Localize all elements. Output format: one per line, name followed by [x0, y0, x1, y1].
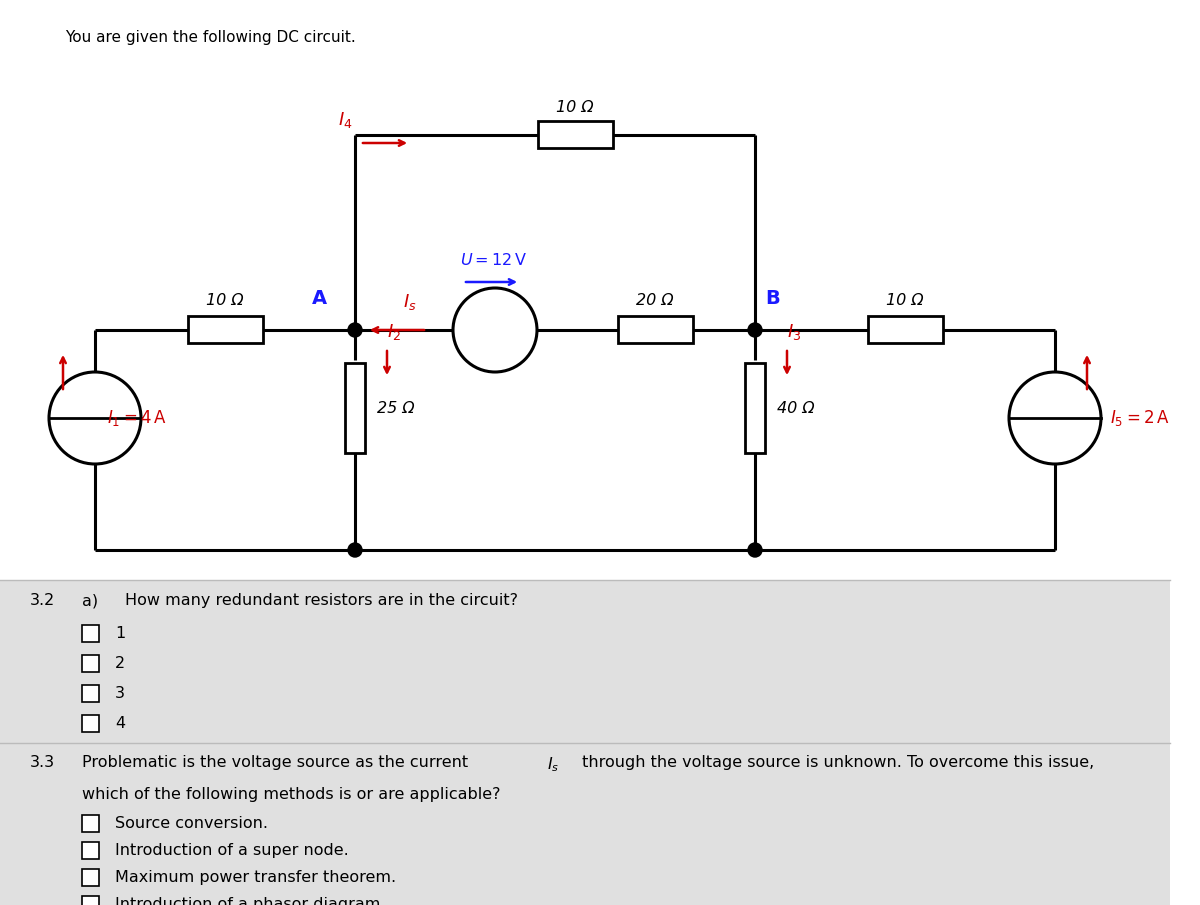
Bar	[82, 684, 98, 701]
Bar	[0, 0, 1170, 580]
Bar	[82, 869, 98, 885]
Bar	[868, 317, 942, 344]
Text: $I_1 = 4\,\mathrm{A}$: $I_1 = 4\,\mathrm{A}$	[107, 408, 167, 428]
Text: 10 Ω: 10 Ω	[556, 100, 594, 115]
Bar	[0, 580, 1170, 905]
Text: $I_3$: $I_3$	[787, 322, 802, 342]
Circle shape	[454, 288, 538, 372]
Text: $I_s$: $I_s$	[403, 292, 418, 312]
Text: Introduction of a phasor diagram.: Introduction of a phasor diagram.	[115, 897, 385, 905]
Text: through the voltage source is unknown. To overcome this issue,: through the voltage source is unknown. T…	[577, 755, 1094, 770]
Circle shape	[748, 323, 762, 337]
Text: 10 Ω: 10 Ω	[886, 293, 924, 308]
Text: Maximum power transfer theorem.: Maximum power transfer theorem.	[115, 870, 396, 884]
Circle shape	[1009, 372, 1102, 464]
Text: Source conversion.: Source conversion.	[115, 815, 268, 831]
Text: $U = 12\,\mathrm{V}$: $U = 12\,\mathrm{V}$	[460, 252, 527, 268]
Bar	[82, 624, 98, 642]
Text: 3.3: 3.3	[30, 755, 55, 770]
Bar	[618, 317, 692, 344]
Text: 20 Ω: 20 Ω	[636, 293, 674, 308]
Text: 4: 4	[115, 716, 125, 730]
Text: $I_s$: $I_s$	[547, 755, 559, 774]
Text: A: A	[312, 289, 326, 308]
Bar	[82, 654, 98, 672]
Bar	[745, 363, 766, 453]
Text: which of the following methods is or are applicable?: which of the following methods is or are…	[82, 787, 500, 802]
Bar	[82, 896, 98, 905]
Bar	[187, 317, 263, 344]
Bar	[538, 121, 612, 148]
Text: You are given the following DC circuit.: You are given the following DC circuit.	[65, 30, 355, 45]
Circle shape	[348, 323, 362, 337]
Text: $I_4$: $I_4$	[338, 110, 353, 130]
Text: 10 Ω: 10 Ω	[206, 293, 244, 308]
Text: Problematic is the voltage source as the current: Problematic is the voltage source as the…	[82, 755, 473, 770]
Circle shape	[348, 543, 362, 557]
Text: 3.2: 3.2	[30, 593, 55, 608]
Bar	[82, 814, 98, 832]
Bar	[82, 842, 98, 859]
Text: $I_2$: $I_2$	[386, 322, 401, 342]
Text: a): a)	[82, 593, 98, 608]
Text: B: B	[766, 289, 780, 308]
Text: Introduction of a super node.: Introduction of a super node.	[115, 843, 349, 858]
Bar	[346, 363, 365, 453]
Text: 40 Ω: 40 Ω	[778, 401, 815, 415]
Circle shape	[748, 543, 762, 557]
Text: 2: 2	[115, 655, 125, 671]
Text: 3: 3	[115, 685, 125, 700]
Circle shape	[49, 372, 142, 464]
Text: $I_5 = 2\,\mathrm{A}$: $I_5 = 2\,\mathrm{A}$	[1110, 408, 1170, 428]
Text: 25 Ω: 25 Ω	[377, 401, 415, 415]
Text: 1: 1	[115, 625, 125, 641]
Bar	[82, 715, 98, 731]
Text: How many redundant resistors are in the circuit?: How many redundant resistors are in the …	[125, 593, 518, 608]
